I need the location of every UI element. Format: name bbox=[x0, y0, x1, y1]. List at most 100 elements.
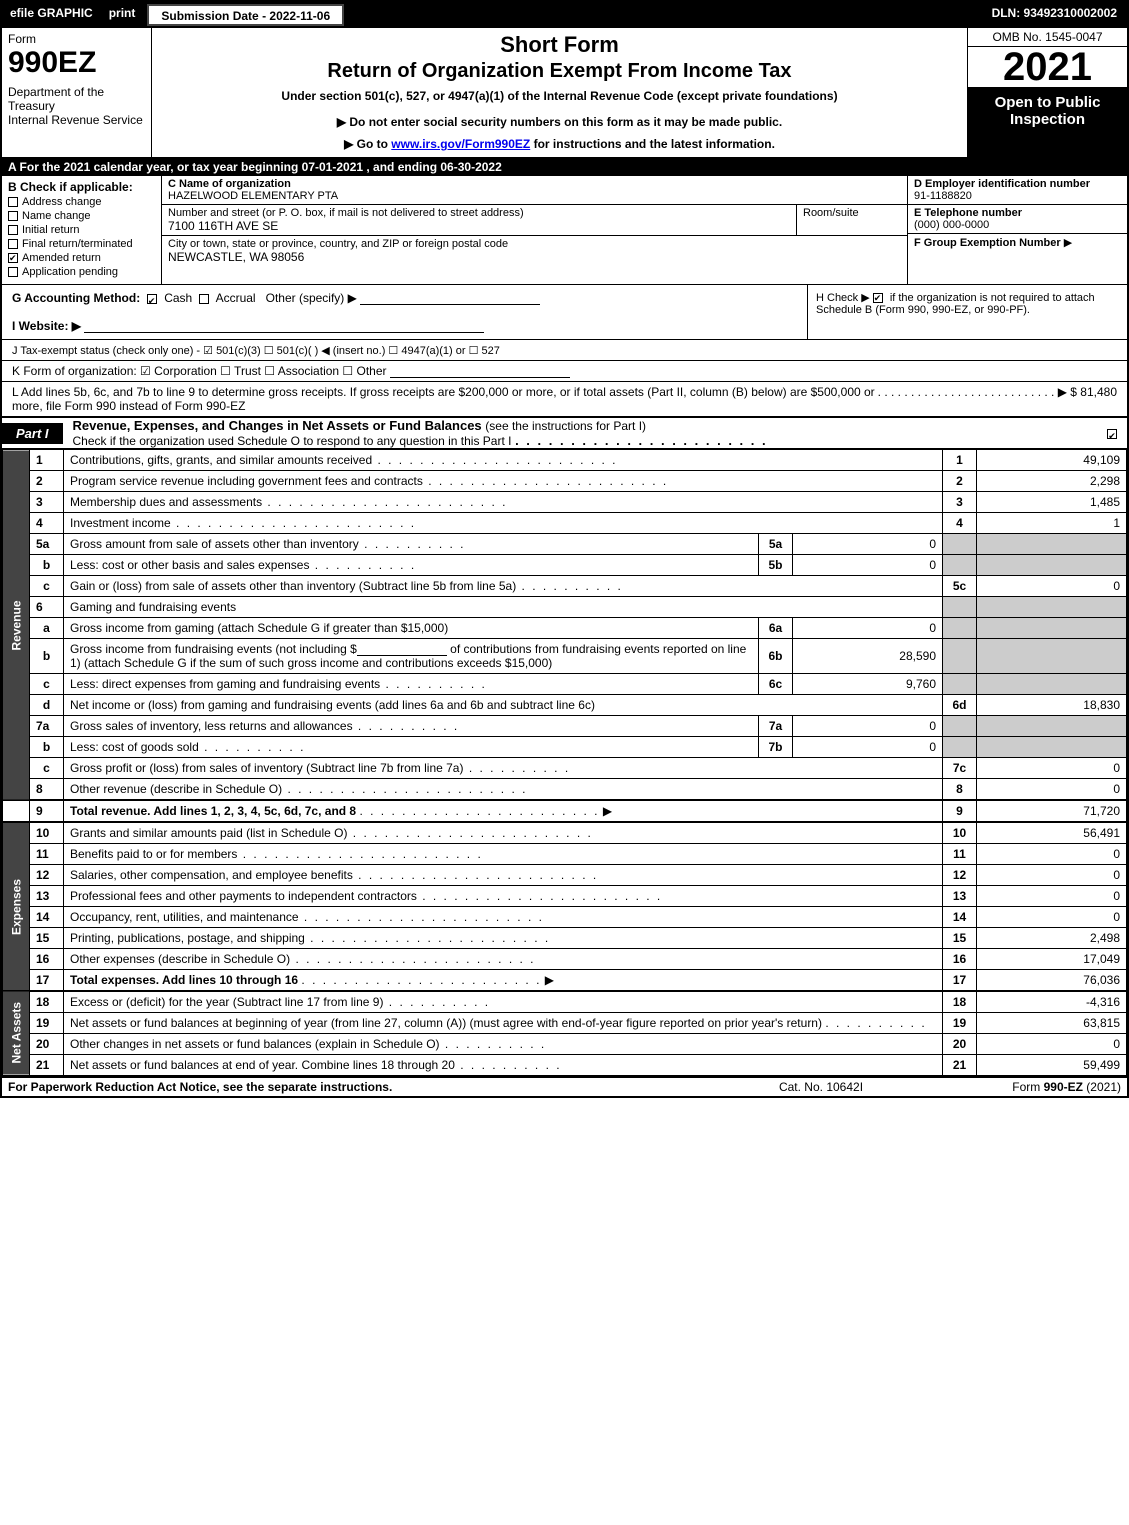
part-1-title-text: Revenue, Expenses, and Changes in Net As… bbox=[73, 418, 482, 433]
header-right: OMB No. 1545-0047 2021 Open to Public In… bbox=[967, 28, 1127, 157]
line-box: 12 bbox=[943, 865, 977, 886]
org-name-value: HAZELWOOD ELEMENTARY PTA bbox=[168, 190, 901, 202]
arrow-icon: ▶ bbox=[545, 973, 554, 987]
desc-text: Excess or (deficit) for the year (Subtra… bbox=[70, 995, 490, 1009]
line-desc: Other revenue (describe in Schedule O) bbox=[64, 779, 943, 801]
check-name-change[interactable]: Name change bbox=[8, 210, 155, 222]
instructions-link[interactable]: www.irs.gov/Form990EZ bbox=[391, 137, 530, 151]
shaded-cell bbox=[977, 716, 1127, 737]
desc-text: Grants and similar amounts paid (list in… bbox=[70, 826, 593, 840]
line-no: b bbox=[30, 639, 64, 674]
part-1-checkbox[interactable] bbox=[1101, 426, 1127, 440]
table-row: 14 Occupancy, rent, utilities, and maint… bbox=[3, 907, 1127, 928]
part-1-header: Part I Revenue, Expenses, and Changes in… bbox=[2, 417, 1127, 449]
checkbox-icon bbox=[8, 267, 18, 277]
shaded-cell bbox=[977, 618, 1127, 639]
desc-text: Program service revenue including govern… bbox=[70, 474, 668, 488]
website-input[interactable] bbox=[84, 321, 484, 333]
g-label: G Accounting Method: bbox=[12, 291, 140, 305]
line-desc: Contributions, gifts, grants, and simila… bbox=[64, 450, 943, 471]
checkbox-checked-icon bbox=[1107, 429, 1117, 439]
opt-application-pending: Application pending bbox=[22, 266, 118, 278]
line-value: 1,485 bbox=[977, 492, 1127, 513]
g-other-input[interactable] bbox=[360, 293, 540, 305]
tax-year: 2021 bbox=[968, 47, 1127, 88]
efile-text: efile bbox=[10, 6, 34, 20]
desc-text: Less: direct expenses from gaming and fu… bbox=[70, 677, 487, 691]
table-row: 17 Total expenses. Add lines 10 through … bbox=[3, 970, 1127, 992]
revenue-side-label: Revenue bbox=[3, 450, 30, 801]
line-no: 10 bbox=[30, 822, 64, 844]
contrib-input[interactable] bbox=[357, 644, 447, 656]
check-initial-return[interactable]: Initial return bbox=[8, 224, 155, 236]
line-no: 11 bbox=[30, 844, 64, 865]
g-accrual: Accrual bbox=[216, 291, 256, 305]
inner-box: 5b bbox=[759, 555, 793, 576]
part-1-title: Revenue, Expenses, and Changes in Net As… bbox=[63, 418, 1101, 448]
line-box: 6d bbox=[943, 695, 977, 716]
l-text: L Add lines 5b, 6c, and 7b to line 9 to … bbox=[12, 385, 878, 413]
dln-label: DLN: 93492310002002 bbox=[982, 2, 1127, 28]
line-value: 59,499 bbox=[977, 1055, 1127, 1076]
footer-mid: Cat. No. 10642I bbox=[721, 1080, 921, 1094]
line-value: 0 bbox=[977, 907, 1127, 928]
print-button[interactable]: print bbox=[101, 2, 144, 28]
table-row: a Gross income from gaming (attach Sched… bbox=[3, 618, 1127, 639]
top-bar: efile GRAPHIC print Submission Date - 20… bbox=[2, 2, 1127, 28]
desc-6b-pre: Gross income from fundraising events (no… bbox=[70, 642, 357, 656]
check-amended-return[interactable]: Amended return bbox=[8, 252, 155, 264]
desc-text: Gross profit or (loss) from sales of inv… bbox=[70, 761, 570, 775]
section-c: C Name of organization HAZELWOOD ELEMENT… bbox=[162, 176, 907, 284]
line-no: 20 bbox=[30, 1034, 64, 1055]
inner-value: 28,590 bbox=[793, 639, 943, 674]
k-other-input[interactable] bbox=[390, 366, 570, 378]
shaded-cell bbox=[943, 716, 977, 737]
d-label: D Employer identification number bbox=[914, 178, 1090, 190]
line-desc: Gross amount from sale of assets other t… bbox=[64, 534, 759, 555]
inner-value: 0 bbox=[793, 716, 943, 737]
check-address-change[interactable]: Address change bbox=[8, 196, 155, 208]
line-no: c bbox=[30, 576, 64, 597]
opt-final-return: Final return/terminated bbox=[22, 238, 133, 250]
check-final-return[interactable]: Final return/terminated bbox=[8, 238, 155, 250]
line-desc: Benefits paid to or for members bbox=[64, 844, 943, 865]
j-text: J Tax-exempt status (check only one) - ☑… bbox=[12, 345, 500, 357]
shaded-cell bbox=[943, 737, 977, 758]
table-row: Net Assets 18 Excess or (deficit) for th… bbox=[3, 991, 1127, 1013]
check-application-pending[interactable]: Application pending bbox=[8, 266, 155, 278]
part-1-paren: (see the instructions for Part I) bbox=[485, 419, 646, 433]
table-row: 9 Total revenue. Add lines 1, 2, 3, 4, 5… bbox=[3, 800, 1127, 822]
shaded-cell bbox=[977, 737, 1127, 758]
dots-icon bbox=[301, 973, 541, 987]
line-value: 1 bbox=[977, 513, 1127, 534]
address-row: Number and street (or P. O. box, if mail… bbox=[162, 205, 907, 236]
header-middle: Short Form Return of Organization Exempt… bbox=[152, 28, 967, 157]
form-number: 990EZ bbox=[8, 46, 145, 80]
inner-value: 0 bbox=[793, 555, 943, 576]
desc-text: Total revenue. Add lines 1, 2, 3, 4, 5c,… bbox=[70, 804, 356, 818]
line-no: 5a bbox=[30, 534, 64, 555]
dots-icon bbox=[825, 1016, 926, 1030]
section-g: G Accounting Method: Cash Accrual Other … bbox=[2, 285, 807, 339]
line-desc: Total revenue. Add lines 1, 2, 3, 4, 5c,… bbox=[64, 800, 943, 822]
table-row: 5a Gross amount from sale of assets othe… bbox=[3, 534, 1127, 555]
line-value: 2,298 bbox=[977, 471, 1127, 492]
line-desc: Gain or (loss) from sale of assets other… bbox=[64, 576, 943, 597]
telephone-value: (000) 000-0000 bbox=[914, 219, 1121, 231]
line-box: 2 bbox=[943, 471, 977, 492]
checkbox-checked-icon bbox=[147, 294, 157, 304]
desc-text: Net assets or fund balances at beginning… bbox=[70, 1016, 822, 1030]
section-k: K Form of organization: ☑ Corporation ☐ … bbox=[2, 361, 1127, 382]
section-b: B Check if applicable: Address change Na… bbox=[2, 176, 162, 284]
section-e: E Telephone number (000) 000-0000 bbox=[908, 205, 1127, 234]
header-left: Form 990EZ Department of the Treasury In… bbox=[2, 28, 152, 157]
line-desc: Net assets or fund balances at beginning… bbox=[64, 1013, 943, 1034]
line-desc: Net income or (loss) from gaming and fun… bbox=[64, 695, 943, 716]
section-h: H Check ▶ if the organization is not req… bbox=[807, 285, 1127, 339]
table-row: 15 Printing, publications, postage, and … bbox=[3, 928, 1127, 949]
opt-address-change: Address change bbox=[22, 196, 102, 208]
efile-link[interactable]: efile GRAPHIC bbox=[2, 2, 101, 28]
line-box: 20 bbox=[943, 1034, 977, 1055]
line-no: 12 bbox=[30, 865, 64, 886]
line-no: c bbox=[30, 758, 64, 779]
